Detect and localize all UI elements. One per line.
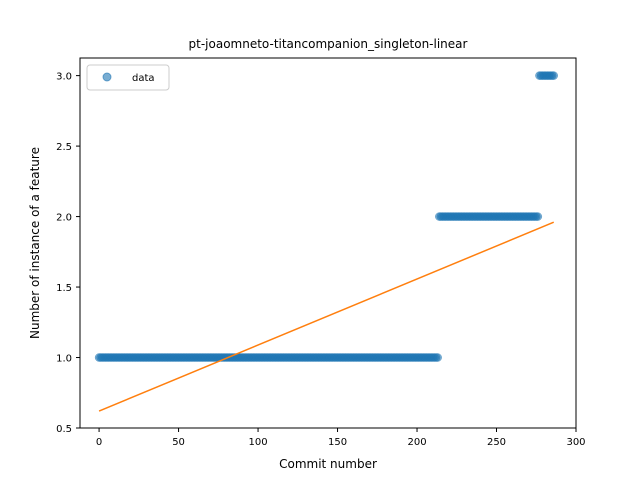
legend-label-data: data (132, 73, 155, 84)
x-tick-label: 50 (172, 437, 185, 448)
x-tick-label: 0 (96, 437, 102, 448)
legend-box (86, 64, 170, 91)
x-axis: 0 50 100 150 200 250 300 (96, 428, 586, 448)
legend-marker-data (102, 72, 112, 82)
x-tick-label: 300 (566, 437, 585, 448)
data-point (433, 353, 442, 362)
fit-line (98, 221, 555, 412)
y-tick-label: 3.0 (56, 72, 72, 83)
y-axis-label: Number of instance of a feature (28, 147, 42, 339)
chart-title: pt-joaomneto-titancompanion_singleton-li… (189, 37, 468, 51)
y-tick-label: 2.0 (56, 213, 72, 224)
y-axis: 0.5 1.0 1.5 2.0 2.5 3.0 (56, 72, 80, 435)
data-point (533, 212, 543, 221)
y-tick-label: 2.5 (56, 142, 72, 153)
plot-frame (79, 57, 577, 429)
plot-marks (94, 71, 558, 412)
y-tick-label: 0.5 (56, 424, 72, 435)
y-tick-label: 1.5 (56, 283, 72, 294)
x-tick-label: 150 (328, 437, 347, 448)
x-tick-label: 250 (487, 437, 506, 448)
x-tick-label: 200 (407, 437, 426, 448)
y-tick-label: 1.0 (56, 354, 72, 365)
x-axis-label: Commit number (279, 457, 377, 471)
legend: data (86, 64, 170, 91)
data-point (549, 71, 558, 80)
x-tick-label: 100 (249, 437, 268, 448)
